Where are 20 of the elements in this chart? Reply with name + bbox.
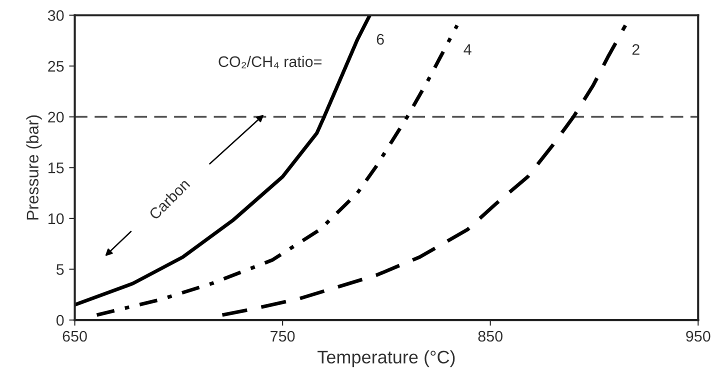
y-tick-label: 10 — [48, 213, 64, 224]
series-label: 6 — [376, 34, 384, 45]
series-label: 2 — [632, 44, 640, 55]
series-label: 4 — [464, 44, 472, 55]
y-tick-label: 15 — [48, 162, 64, 174]
line-series — [74, 15, 372, 307]
line-series — [94, 24, 459, 317]
x-tick-label: 950 — [686, 330, 710, 342]
y-tick-label: 30 — [48, 10, 64, 21]
y-tick-label: 20 — [48, 112, 64, 123]
line-series — [220, 24, 628, 317]
y-tick-label: 0 — [56, 314, 64, 326]
annotation: CO₂/CH₄ ratio= — [218, 56, 322, 68]
x-tick-label: 650 — [62, 330, 87, 342]
x-axis-title: Temperature (°C) — [318, 350, 455, 368]
x-tick-label: 850 — [478, 330, 503, 342]
y-tick-label: 25 — [48, 60, 64, 72]
y-axis-title: Pressure (bar) — [26, 115, 42, 220]
x-tick-label: 750 — [270, 330, 295, 342]
y-tick-label: 5 — [56, 264, 64, 275]
